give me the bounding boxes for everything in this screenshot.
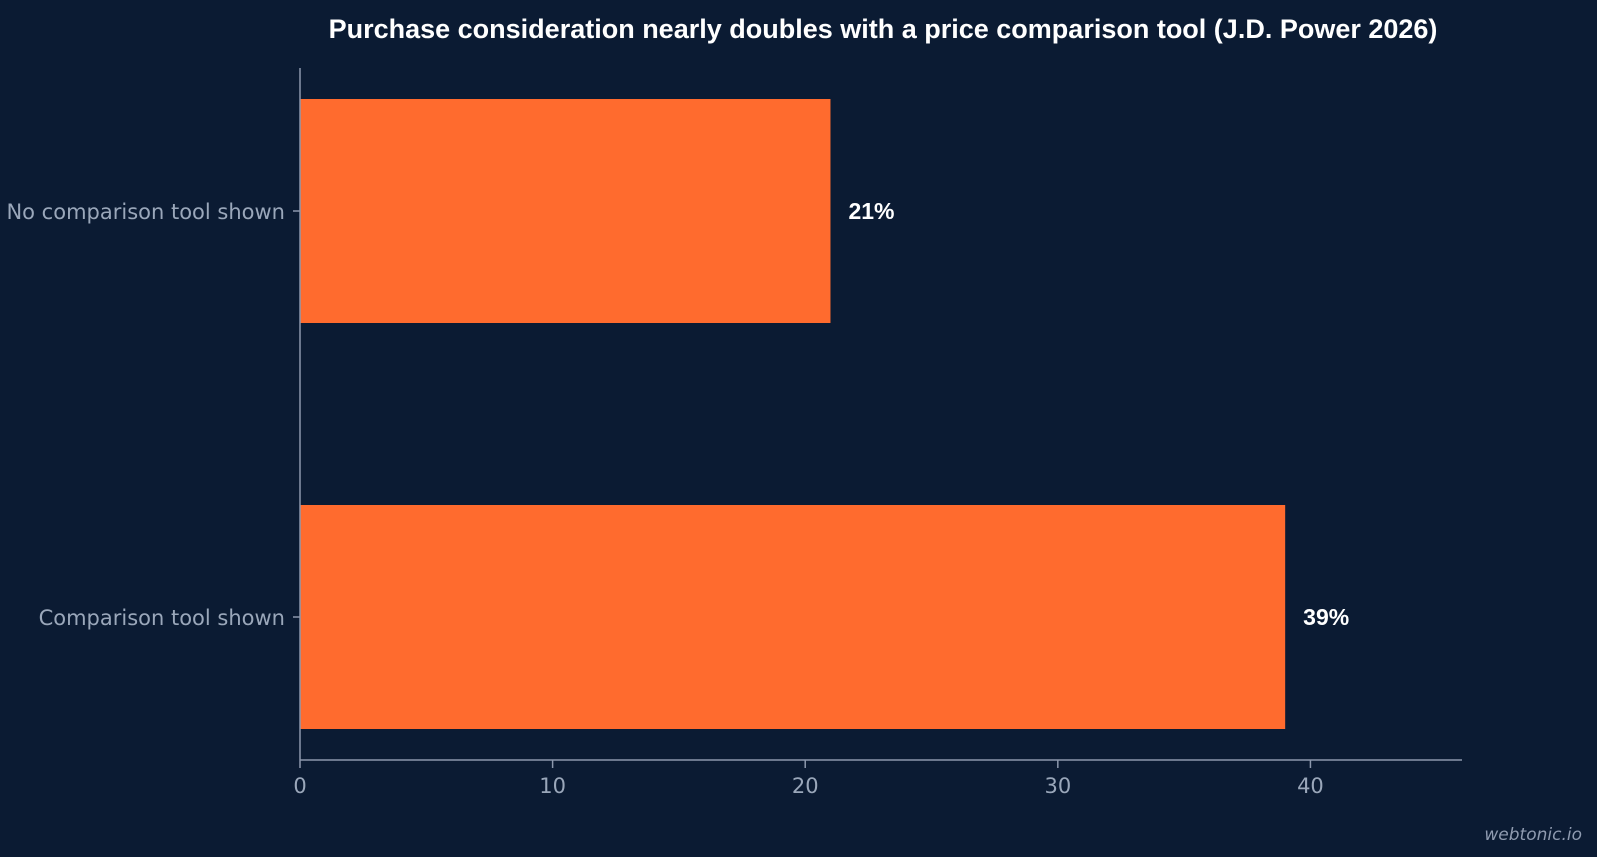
value-label-1: 21%: [848, 198, 894, 224]
axes-layer: No comparison tool shown Comparison tool …: [6, 68, 1462, 798]
x-tick-label-0: 0: [293, 774, 306, 798]
x-tick-label-20: 20: [792, 774, 819, 798]
x-tick-label-40: 40: [1297, 774, 1324, 798]
category-label-1: No comparison tool shown: [6, 200, 285, 224]
bars-layer: 21% 39%: [300, 99, 1349, 729]
value-label-2: 39%: [1303, 604, 1349, 630]
x-tick-label-10: 10: [539, 774, 566, 798]
chart-title: Purchase consideration nearly doubles wi…: [329, 14, 1438, 44]
category-label-2: Comparison tool shown: [39, 606, 285, 630]
bar-2: [300, 505, 1286, 729]
x-tick-label-30: 30: [1044, 774, 1071, 798]
bar-1: [300, 99, 831, 323]
watermark-text: webtonic.io: [1484, 825, 1582, 845]
